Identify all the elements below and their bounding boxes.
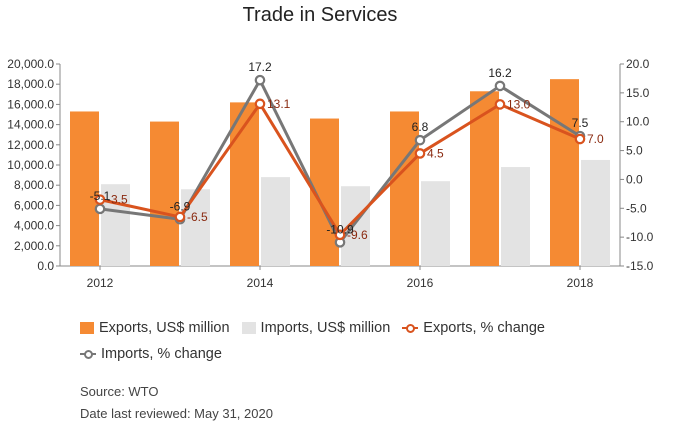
imports-bar <box>261 177 290 266</box>
exports-change-label: 4.5 <box>427 146 444 160</box>
exports-bar <box>150 121 179 266</box>
date-reviewed-note: Date last reviewed: May 31, 2020 <box>80 406 273 421</box>
imports-change-label: 7.5 <box>572 116 589 130</box>
exports-change-point <box>574 133 586 145</box>
x-axis-tick-label: 2012 <box>87 276 114 290</box>
imports-bar <box>581 159 610 266</box>
exports-change-label: 7.0 <box>587 132 604 146</box>
imports-bar <box>501 167 530 266</box>
source-note: Source: WTO <box>80 384 159 399</box>
exports-change-point <box>334 229 346 241</box>
exports-bar <box>390 111 419 266</box>
exports-change-point <box>254 98 266 110</box>
left-axis-tick-label: 4,000.0 <box>14 219 54 233</box>
imports-bar <box>341 186 370 266</box>
left-axis-tick-label: 14,000.0 <box>7 118 54 132</box>
imports-change-point <box>414 134 426 146</box>
right-axis-tick-label: 20.0 <box>626 57 650 71</box>
left-axis-tick-label: 12,000.0 <box>7 138 54 152</box>
legend-swatch <box>402 322 419 334</box>
imports-change-label: -10.9 <box>326 222 354 236</box>
legend-label: Exports, US$ million <box>99 320 230 336</box>
imports-change-label: -6.9 <box>170 199 191 213</box>
exports-bar <box>550 79 579 267</box>
legend-item: Exports, US$ million <box>80 318 230 338</box>
exports-change-label: -6.5 <box>187 210 208 224</box>
left-axis-tick-label: 2,000.0 <box>14 239 54 253</box>
left-axis-tick-label: 20,000.0 <box>7 57 54 71</box>
imports-bar <box>101 184 130 266</box>
right-axis-tick-label: -15.0 <box>626 259 654 273</box>
right-axis-tick-label: -10.0 <box>626 230 654 244</box>
legend-label: Exports, % change <box>423 320 545 336</box>
exports-change-label: 13.1 <box>267 97 291 111</box>
legend-item: Exports, % change <box>402 318 545 338</box>
left-axis-tick-label: 18,000.0 <box>7 77 54 91</box>
legend-swatch <box>241 322 256 334</box>
imports-bar <box>421 181 450 266</box>
exports-change-point <box>494 99 506 110</box>
legend-label: Imports, % change <box>101 346 222 362</box>
legend-swatch <box>80 322 94 334</box>
imports-change-label: 16.2 <box>488 66 512 80</box>
imports-change-point <box>94 203 106 215</box>
left-axis-tick-label: 0.0 <box>37 259 54 273</box>
exports-change-label: -3.5 <box>107 193 128 207</box>
imports-bar <box>181 189 210 266</box>
exports-bar <box>230 102 259 266</box>
right-axis-tick-label: -5.0 <box>626 201 647 215</box>
right-axis-tick-label: 5.0 <box>626 144 643 158</box>
x-axis-tick-label: 2018 <box>567 276 594 290</box>
imports-change-point <box>254 74 266 86</box>
legend-item: Imports, % change <box>80 344 222 364</box>
left-axis-tick-label: 10,000.0 <box>7 158 54 172</box>
imports-change-label: 6.8 <box>412 120 429 134</box>
x-axis-tick-label: 2014 <box>247 276 274 290</box>
imports-change-point <box>494 80 506 92</box>
legend-label: Imports, US$ million <box>260 320 391 336</box>
exports-bar <box>70 111 99 266</box>
left-axis-tick-label: 8,000.0 <box>14 178 54 192</box>
exports-change-point <box>414 148 426 159</box>
left-axis-tick-label: 6,000.0 <box>14 198 54 212</box>
chart-title: Trade in Services <box>242 4 398 26</box>
right-axis-tick-label: 15.0 <box>626 86 650 100</box>
right-axis-tick-label: 10.0 <box>626 115 650 129</box>
exports-change-point <box>94 194 106 205</box>
exports-change-label: 13.0 <box>507 97 531 111</box>
exports-bar <box>470 91 499 267</box>
imports-change-label: 17.2 <box>248 60 272 74</box>
chart-area: 0.0 2,000.0 4,000.0 6,000.0 8,000.0 10,000.0 1… <box>7 57 654 290</box>
legend-swatch <box>80 348 96 360</box>
exports-change-point <box>174 211 186 223</box>
exports-change-label: -9.6 <box>347 228 368 242</box>
imports-change-label: -5.1 <box>90 189 111 203</box>
right-axis-tick-label: 0.0 <box>626 172 643 186</box>
left-axis-tick-label: 16,000.0 <box>7 97 54 111</box>
legend-item: Imports, US$ million <box>241 318 391 338</box>
chart-legend: Exports, US$ million Imports, US$ million… <box>80 318 600 370</box>
x-axis-tick-label: 2016 <box>407 276 434 290</box>
